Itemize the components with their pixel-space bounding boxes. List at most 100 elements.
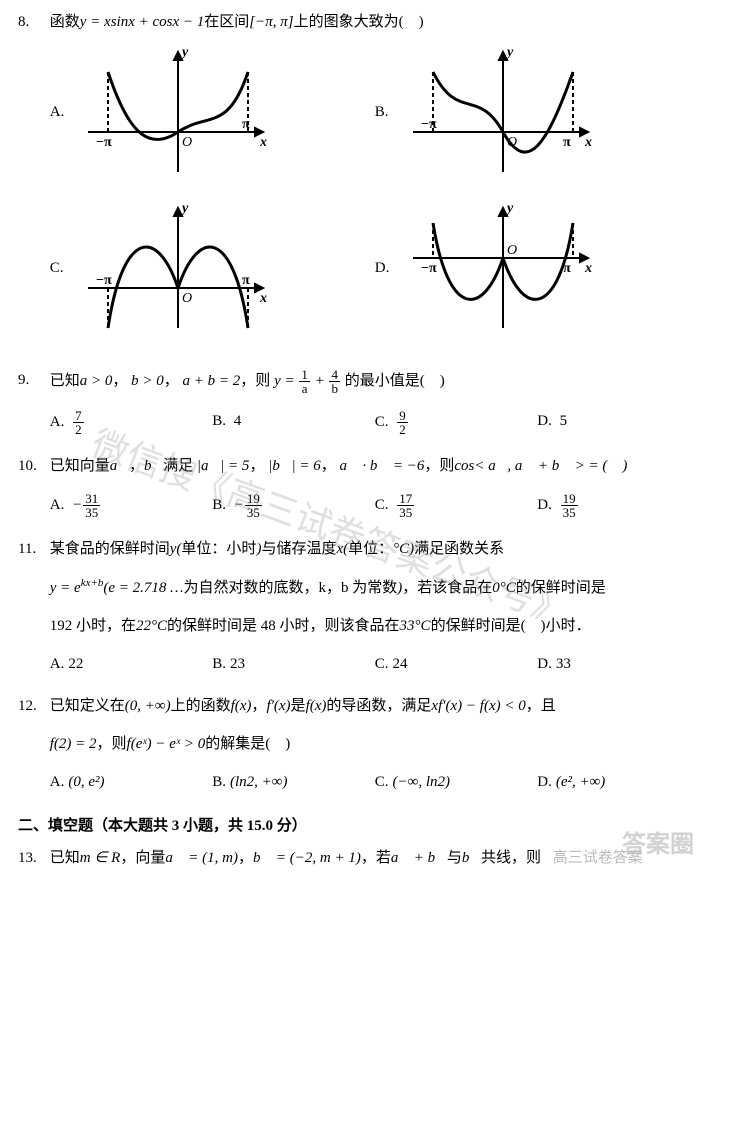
q8-graph-c: y x O −π π bbox=[78, 198, 278, 338]
q12-line2-a: f(2) = 2 bbox=[50, 736, 97, 752]
q8-a-negpi: −π bbox=[96, 135, 112, 150]
q12-option-b: B.(ln2, +∞) bbox=[212, 770, 375, 794]
q11-line3-a: 192 小时，在 bbox=[50, 618, 136, 634]
q8-c-origin: O bbox=[182, 291, 192, 306]
q13-sep1: ， bbox=[238, 850, 253, 866]
q9-stem-b: ，则 bbox=[240, 373, 270, 389]
q8-a-origin: O bbox=[182, 135, 192, 150]
q9-expr-y: y = bbox=[274, 373, 298, 389]
q11-line3-b: 的保鲜时间是 48 小时，则该食品在 bbox=[167, 618, 400, 634]
q11-line2-b: (e = 2.718 … bbox=[103, 580, 183, 596]
q11-option-a: A.22 bbox=[50, 652, 213, 676]
q9-cond2: b > 0 bbox=[131, 373, 164, 389]
q8-graph-d: y x O −π π bbox=[403, 198, 603, 338]
q12-line1-c: ， bbox=[251, 698, 266, 714]
q12-line2-b: ，则 bbox=[97, 736, 127, 752]
q11-line3-unit: 小时． bbox=[546, 618, 591, 634]
q10-cond1: |a⃗| = 5 bbox=[197, 458, 250, 474]
q13-vec-b2: b⃗ bbox=[462, 850, 481, 866]
q10-cond2: |b⃗| = 6 bbox=[268, 458, 321, 474]
q13-vec-b-eq: b⃗ = (−2, m + 1) bbox=[253, 850, 361, 866]
q9-opt-b-text: 4 bbox=[234, 413, 242, 429]
q11-y-paren: y( bbox=[170, 541, 182, 557]
q10-opt-b-frac: 1935 bbox=[245, 492, 262, 519]
q12-line1-b: 上的函数 bbox=[171, 698, 231, 714]
q8-option-b: B. y x O −π π bbox=[375, 42, 700, 182]
q9-opt-a-label: A. bbox=[50, 414, 65, 430]
q9-opt-a-frac: 72 bbox=[73, 409, 84, 436]
q10-opt-b-label: B. bbox=[212, 497, 226, 513]
q8-b-y-label: y bbox=[505, 45, 514, 60]
q8-stem-after: 上的图象大致为( ) bbox=[294, 14, 424, 30]
q13-stem-e: 共线，则 bbox=[481, 850, 541, 866]
q10-opt-c-frac: 1735 bbox=[397, 492, 414, 519]
q9-sep1: ， bbox=[112, 373, 127, 389]
q8-stem-mid: 在区间 bbox=[204, 14, 249, 30]
q8-graph-b: y x O −π π bbox=[403, 42, 603, 182]
q8-b-pospi: π bbox=[563, 135, 571, 150]
q11-line1-e: 满足函数关系 bbox=[414, 541, 504, 557]
q11-temp0: 0°C bbox=[492, 580, 516, 596]
q13-vec-a-eq: a⃗ = (1, m) bbox=[165, 850, 238, 866]
q9-opt-d-text: 5 bbox=[560, 413, 568, 429]
q11-line1-a: 某食品的保鲜时间 bbox=[50, 541, 170, 557]
q8-stem-before: 函数 bbox=[50, 14, 80, 30]
q10-opt-a-frac: 3135 bbox=[83, 492, 100, 519]
q10-opt-b-sign: − bbox=[234, 497, 244, 513]
q13-stem-c: ，若 bbox=[361, 850, 391, 866]
q8-formula-a: y = xsinx + cosx − 1 bbox=[80, 14, 205, 30]
q11-line2-e: 的保鲜时间是 bbox=[516, 580, 606, 596]
q13-expr-ab: a⃗ + b⃗ bbox=[391, 850, 447, 866]
q10-opt-d-label: D. bbox=[537, 497, 552, 513]
q9-opt-b-label: B. bbox=[212, 413, 226, 429]
q9-option-d: D. 5 bbox=[537, 409, 700, 436]
q11-line3-c: 的保鲜时间是( ) bbox=[431, 618, 546, 634]
question-8: 8. 函数y = xsinx + cosx − 1在区间[−π, π]上的图象大… bbox=[18, 10, 714, 354]
q10-sep3: ， bbox=[321, 458, 336, 474]
q12-ineq: xf′(x) − f(x) < 0 bbox=[431, 698, 525, 714]
q9-stem-a: 已知 bbox=[50, 373, 80, 389]
q10-vec-b: b⃗ bbox=[144, 458, 163, 474]
q11-line2-a: y = e bbox=[50, 580, 81, 596]
question-11: 11. 某食品的保鲜时间y(单位：小时)与储存温度x(单位：°C)满足函数关系 … bbox=[18, 537, 714, 680]
q10-vec-a: a⃗ bbox=[110, 458, 129, 474]
question-9: 9. 已知a > 0， b > 0， a + b = 2，则 y = 1a + … bbox=[18, 368, 714, 440]
q8-option-a: A. y x O −π π bbox=[50, 42, 375, 182]
q8-number: 8. bbox=[18, 10, 46, 34]
q9-sep2: ， bbox=[164, 373, 179, 389]
q9-option-a: A. 72 bbox=[50, 409, 213, 436]
q10-option-b: B. −1935 bbox=[212, 492, 375, 519]
q12-line1-e: 的导函数，满足 bbox=[326, 698, 431, 714]
q10-stem-a: 已知向量 bbox=[50, 458, 110, 474]
q13-stem-d: 与 bbox=[447, 850, 462, 866]
q11-temp22: 22°C bbox=[136, 618, 167, 634]
q8-graph-a: y x O −π π bbox=[78, 42, 278, 182]
q11-degc: °C) bbox=[393, 541, 414, 557]
q10-stem-c: ，则 bbox=[424, 458, 454, 474]
q10-cond3: a⃗ · b⃗ = −6 bbox=[340, 458, 425, 474]
q9-frac1: 1a bbox=[299, 368, 310, 395]
q10-number: 10. bbox=[18, 454, 46, 478]
q8-d-x-label: x bbox=[584, 261, 592, 276]
q8-c-negpi: −π bbox=[96, 273, 112, 288]
q8-formula-b: [−π, π] bbox=[249, 14, 293, 30]
q13-stem-a: 已知 bbox=[50, 850, 80, 866]
q9-opt-c-label: C. bbox=[375, 414, 389, 430]
q8-option-c: C. y x O −π π bbox=[50, 198, 375, 338]
q13-stem-b: ，向量 bbox=[120, 850, 165, 866]
q9-option-b: B. 4 bbox=[212, 409, 375, 436]
q12-fx: f(x) bbox=[231, 698, 252, 714]
q8-d-y-label: y bbox=[505, 201, 514, 216]
q12-option-c: C.(−∞, ln2) bbox=[375, 770, 538, 794]
q8-option-d: D. y x O −π π bbox=[375, 198, 700, 338]
q11-line2-d: ，若该食品在 bbox=[402, 580, 492, 596]
q8-opt-a-label: A. bbox=[50, 100, 74, 124]
q8-c-pospi: π bbox=[242, 273, 250, 288]
q11-line1-d: 单位： bbox=[348, 541, 393, 557]
q12-number: 12. bbox=[18, 694, 46, 718]
q11-option-c: C.24 bbox=[375, 652, 538, 676]
q12-interval: (0, +∞) bbox=[125, 698, 171, 714]
q12-option-a: A.(0, e²) bbox=[50, 770, 213, 794]
q8-b-negpi: −π bbox=[421, 117, 437, 132]
q9-stem-c: 的最小值是( ) bbox=[345, 373, 445, 389]
